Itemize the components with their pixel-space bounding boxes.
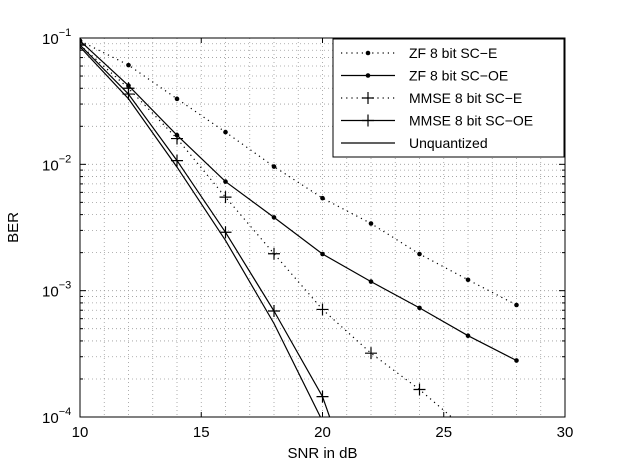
- legend: ZF 8 bit SC−E ZF 8 bit SC−OE MMSE 8 bit SC…: [332, 38, 565, 158]
- legend-label: ZF 8 bit SC−OE: [409, 68, 508, 84]
- data-point: [171, 132, 183, 145]
- x-tick-label: 20: [314, 424, 331, 441]
- series-line: [80, 40, 517, 362]
- legend-label: MMSE 8 bit SC−OE: [409, 113, 533, 129]
- data-point: [219, 226, 232, 239]
- series-layer: [80, 38, 519, 417]
- legend-marker: [365, 50, 371, 56]
- data-point: [368, 279, 374, 284]
- data-point: [219, 191, 232, 204]
- series-2: [80, 38, 519, 363]
- x-tick-label: 15: [193, 424, 210, 441]
- data-point: [320, 195, 325, 201]
- data-point: [514, 302, 519, 308]
- data-point: [268, 305, 280, 318]
- x-axis-title: SNR in dB: [287, 445, 357, 462]
- data-point: [223, 179, 228, 184]
- data-point: [417, 251, 422, 257]
- y-tick-label: 10−3: [42, 280, 71, 301]
- legend-marker: [365, 73, 371, 78]
- legend-label: MMSE 8 bit SC−E: [409, 90, 522, 106]
- legend-entry: MMSE 8 bit SC−OE: [341, 113, 533, 129]
- data-point: [223, 129, 228, 135]
- legend-marker: [362, 114, 374, 127]
- data-point: [417, 305, 422, 311]
- legend-entry: ZF 8 bit SC−OE: [341, 68, 508, 84]
- data-point: [268, 247, 280, 260]
- data-point: [368, 221, 374, 226]
- x-tick-label: 25: [435, 424, 452, 441]
- x-tick-label: 10: [72, 424, 89, 441]
- data-point: [316, 303, 329, 316]
- x-tick-label: 30: [557, 424, 574, 441]
- legend-marker: [362, 92, 374, 104]
- axis-ticks: 10 15 20 25 30 10−1 10−2 10−3 10−4: [42, 27, 573, 441]
- data-point: [174, 96, 180, 102]
- y-axis-title: BER: [5, 212, 22, 243]
- data-point: [271, 215, 277, 220]
- legend-label: Unquantized: [409, 135, 488, 151]
- legend-entry: ZF 8 bit SC−E: [341, 45, 497, 61]
- legend-entry: MMSE 8 bit SC−E: [341, 90, 522, 106]
- y-tick-label: 10−4: [42, 406, 71, 427]
- data-point: [465, 277, 471, 283]
- data-point: [465, 333, 471, 339]
- y-tick-label: 10−2: [42, 153, 71, 174]
- data-point: [126, 62, 131, 68]
- data-point: [80, 39, 86, 52]
- data-point: [413, 383, 426, 396]
- legend-entry: Unquantized: [341, 135, 488, 151]
- data-point: [365, 347, 377, 360]
- data-point: [271, 164, 277, 169]
- data-point: [320, 251, 325, 257]
- data-point: [514, 358, 519, 363]
- y-tick-label: 10−1: [42, 27, 71, 48]
- series-line: [80, 46, 322, 417]
- data-point: [316, 390, 329, 403]
- series-5: [80, 46, 322, 417]
- series-line: [80, 40, 517, 306]
- legend-label: ZF 8 bit SC−E: [409, 45, 497, 61]
